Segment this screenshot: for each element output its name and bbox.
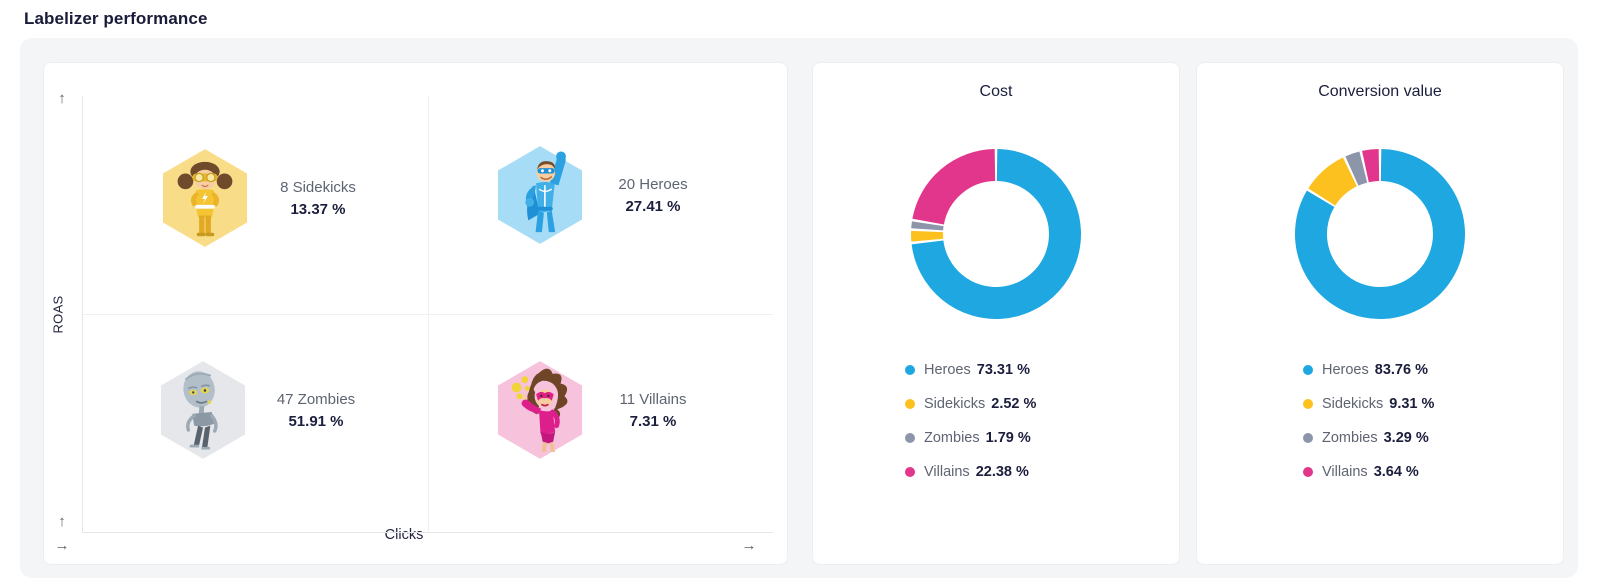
legend-label: Sidekicks	[1322, 396, 1384, 412]
donut-segment-villains[interactable]	[912, 149, 996, 226]
sidekicks-legend-dot-icon	[905, 399, 915, 409]
conversion-value-donut-chart[interactable]	[1280, 134, 1480, 334]
cost-chart-card: Cost Heroes 73.31 % Sidekicks 2.52 % Zom…	[812, 62, 1180, 565]
heroes-legend-dot-icon	[1303, 365, 1313, 375]
donut-segment-heroes[interactable]	[1295, 149, 1465, 319]
legend-item-heroes[interactable]: Heroes 73.31 %	[905, 362, 1036, 378]
zombies-count-label: 47 Zombies	[276, 390, 356, 408]
conversion-value-chart-title: Conversion value	[1318, 83, 1442, 100]
zombies-percent: 51.91 %	[288, 412, 344, 430]
legend-value: 3.29 %	[1383, 430, 1429, 446]
quadrant-item-heroes[interactable]: 20 Heroes 27.41 %	[496, 144, 709, 246]
legend-value: 9.31 %	[1389, 396, 1435, 412]
legend-value: 1.79 %	[985, 430, 1031, 446]
x-axis-label: Clicks	[384, 527, 424, 543]
villains-count-label: 11 Villains	[619, 390, 687, 408]
legend-item-heroes[interactable]: Heroes 83.76 %	[1303, 362, 1434, 378]
cost-legend: Heroes 73.31 % Sidekicks 2.52 % Zombies …	[905, 362, 1037, 499]
quadrant-chart-card: ↑ ↑ → → ROAS Clicks	[43, 62, 788, 565]
labelizer-performance-panel: ↑ ↑ → → ROAS Clicks	[20, 38, 1578, 578]
sidekicks-legend-dot-icon	[1303, 399, 1313, 409]
legend-label: Heroes	[924, 362, 971, 378]
zombies-legend-dot-icon	[905, 433, 915, 443]
legend-label: Villains	[924, 464, 970, 480]
legend-label: Villains	[1322, 464, 1368, 480]
legend-item-sidekicks[interactable]: Sidekicks 9.31 %	[1303, 396, 1435, 412]
quadrant-item-villains[interactable]: 11 Villains 7.31 %	[496, 359, 709, 461]
legend-label: Sidekicks	[924, 396, 986, 412]
donut-segment-sidekicks[interactable]	[1308, 157, 1358, 207]
legend-item-zombies[interactable]: Zombies 1.79 %	[905, 430, 1036, 446]
y-axis-label: ROAS	[50, 295, 66, 334]
legend-label: Zombies	[924, 430, 980, 446]
villains-percent: 7.31 %	[629, 412, 677, 430]
conversion-value-legend: Heroes 83.76 % Sidekicks 9.31 % Zombies …	[1303, 362, 1435, 499]
villains-icon	[497, 361, 583, 459]
page-title: Labelizer performance	[24, 9, 208, 28]
legend-label: Zombies	[1322, 430, 1378, 446]
quadrant-item-sidekicks[interactable]: 8 Sidekicks 13.37 %	[161, 147, 374, 249]
y-axis-up-arrow-icon: ↑	[58, 90, 66, 107]
villains-legend-dot-icon	[1303, 467, 1313, 477]
cost-chart-title: Cost	[979, 83, 1013, 100]
donut-segment-zombies[interactable]	[1345, 151, 1368, 186]
legend-label: Heroes	[1322, 362, 1369, 378]
legend-item-villains[interactable]: Villains 3.64 %	[1303, 464, 1434, 480]
legend-value: 3.64 %	[1373, 464, 1419, 480]
heroes-count-label: 20 Heroes	[618, 175, 688, 193]
legend-item-villains[interactable]: Villains 22.38 %	[905, 464, 1036, 480]
sidekicks-icon	[162, 149, 248, 247]
sidekicks-percent: 13.37 %	[290, 200, 346, 218]
legend-value: 83.76 %	[1374, 362, 1428, 378]
x-axis-right-arrow-icon: →	[741, 537, 757, 554]
villains-legend-dot-icon	[905, 467, 915, 477]
heroes-legend-dot-icon	[905, 365, 915, 375]
zombies-legend-dot-icon	[1303, 433, 1313, 443]
quadrant-plot-area	[82, 96, 773, 533]
legend-item-zombies[interactable]: Zombies 3.29 %	[1303, 430, 1434, 446]
legend-item-sidekicks[interactable]: Sidekicks 2.52 %	[905, 396, 1037, 412]
donut-segment-heroes[interactable]	[911, 149, 1081, 319]
legend-value: 73.31 %	[976, 362, 1030, 378]
zombies-icon	[160, 361, 246, 459]
conversion-value-chart-card: Conversion value Heroes 83.76 % Sidekick…	[1196, 62, 1564, 565]
heroes-icon	[497, 146, 583, 244]
quadrant-horizontal-midline	[83, 314, 773, 315]
cost-donut-chart[interactable]	[896, 134, 1096, 334]
sidekicks-count-label: 8 Sidekicks	[280, 178, 356, 196]
x-axis-origin-right-arrow-icon: →	[54, 537, 70, 554]
legend-value: 22.38 %	[975, 464, 1029, 480]
y-axis-origin-up-arrow-icon: ↑	[58, 513, 66, 530]
heroes-percent: 27.41 %	[625, 197, 681, 215]
quadrant-item-zombies[interactable]: 47 Zombies 51.91 %	[159, 359, 372, 461]
donut-segment-villains[interactable]	[1362, 149, 1380, 183]
donut-segment-zombies[interactable]	[911, 221, 944, 231]
legend-value: 2.52 %	[991, 396, 1037, 412]
